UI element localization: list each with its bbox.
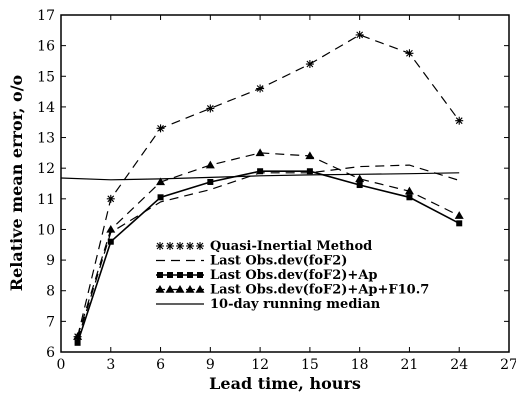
- y-tick-label: 12: [37, 161, 55, 177]
- data-point-square: [357, 182, 363, 188]
- legend-item: Last Obs.dev(foF2)+Ap: [156, 268, 378, 283]
- data-point-triangle: [206, 161, 215, 169]
- x-axis-title: Lead time, hours: [209, 374, 361, 393]
- y-tick-label: 16: [37, 39, 55, 55]
- x-tick-label: 15: [301, 357, 319, 373]
- legend-label: 10-day running median: [210, 297, 381, 312]
- data-point-triangle: [186, 285, 195, 293]
- data-point-asterisk: [186, 242, 194, 250]
- y-tick-label: 11: [37, 192, 55, 208]
- data-point-square: [307, 168, 313, 174]
- data-point-square: [257, 168, 263, 174]
- legend-label: Quasi-Inertial Method: [210, 239, 372, 254]
- x-tick-label: 3: [106, 357, 115, 373]
- y-tick-label: 6: [46, 345, 55, 361]
- data-point-asterisk: [107, 195, 115, 203]
- legend-label: Last Obs.dev(foF2)+Ap+F10.7: [210, 283, 429, 298]
- data-point-square: [187, 272, 193, 278]
- data-point-asterisk: [157, 124, 165, 132]
- y-tick-label: 8: [46, 284, 55, 300]
- y-tick-label: 17: [37, 8, 55, 24]
- y-tick-label: 9: [46, 253, 55, 269]
- x-tick-label: 12: [251, 357, 269, 373]
- data-point-asterisk: [196, 242, 204, 250]
- y-axis-title: Relative mean error, o/o: [7, 74, 26, 291]
- x-tick-label: 6: [156, 357, 165, 373]
- data-point-triangle: [176, 285, 185, 293]
- data-point-triangle: [256, 148, 265, 156]
- data-point-triangle: [455, 211, 464, 219]
- y-tick-label: 13: [37, 131, 55, 147]
- x-tick-label: 0: [57, 357, 66, 373]
- legend-label: Last Obs.dev(foF2): [210, 254, 347, 269]
- data-point-square: [177, 272, 183, 278]
- data-point-square: [207, 179, 213, 185]
- x-tick-label: 9: [206, 357, 215, 373]
- y-tick-label: 14: [37, 100, 55, 116]
- data-point-asterisk: [306, 60, 314, 68]
- data-point-square: [157, 272, 163, 278]
- data-point-asterisk: [356, 31, 364, 39]
- data-point-asterisk: [176, 242, 184, 250]
- data-point-square: [197, 272, 203, 278]
- data-point-asterisk: [405, 49, 413, 57]
- legend-item: 10-day running median: [156, 297, 381, 312]
- y-tick-label: 10: [37, 222, 55, 238]
- x-tick-label: 24: [450, 357, 468, 373]
- data-point-square: [406, 194, 412, 200]
- data-point-square: [456, 220, 462, 226]
- x-tick-label: 21: [401, 357, 419, 373]
- data-point-square: [75, 340, 81, 346]
- data-point-asterisk: [256, 85, 264, 93]
- data-point-asterisk: [455, 117, 463, 125]
- data-point-triangle: [156, 285, 165, 293]
- y-tick-label: 15: [37, 69, 55, 85]
- x-tick-label: 27: [500, 357, 516, 373]
- legend-item: Last Obs.dev(foF2): [156, 254, 347, 269]
- legend-item: Last Obs.dev(foF2)+Ap+F10.7: [156, 283, 430, 298]
- legend-label: Last Obs.dev(foF2)+Ap: [210, 268, 378, 283]
- data-point-asterisk: [166, 242, 174, 250]
- x-tick-label: 18: [351, 357, 369, 373]
- data-point-asterisk: [206, 104, 214, 112]
- data-point-square: [108, 239, 114, 245]
- y-tick-label: 7: [46, 314, 55, 330]
- data-point-asterisk: [156, 242, 164, 250]
- legend-item: Quasi-Inertial Method: [156, 239, 372, 254]
- data-point-triangle: [355, 174, 364, 182]
- axis-ticks: 0 3 6 9 12 15 18 21 24 27 6 7 8 9 10 11 12 13 14 15 16 17: [37, 8, 516, 373]
- data-point-square: [167, 272, 173, 278]
- data-point-square: [158, 194, 164, 200]
- data-point-triangle: [166, 285, 175, 293]
- data-point-triangle: [196, 285, 205, 293]
- data-point-triangle: [106, 225, 115, 233]
